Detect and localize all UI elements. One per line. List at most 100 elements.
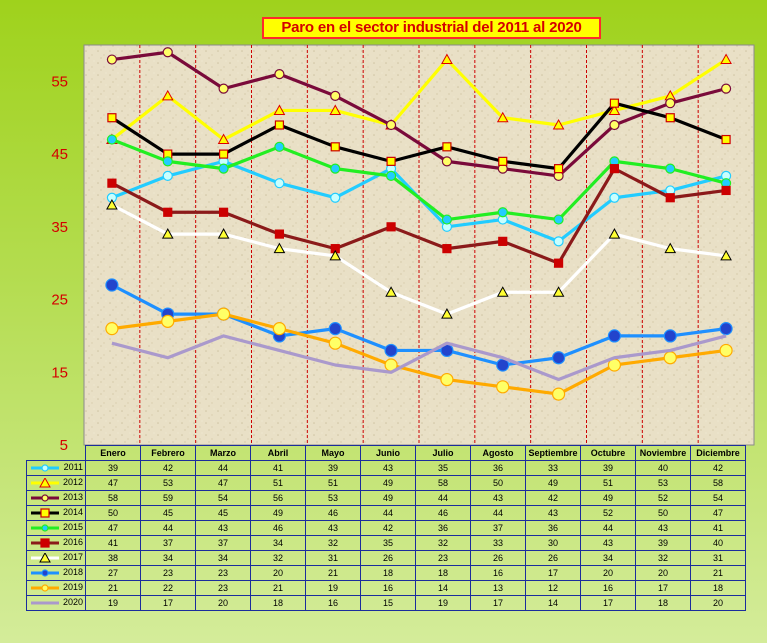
table-cell-value: 36 bbox=[470, 460, 526, 476]
table-cell-value: 43 bbox=[525, 505, 581, 521]
series-line bbox=[111, 312, 727, 396]
data-point-marker bbox=[330, 192, 341, 203]
data-point-marker bbox=[720, 83, 732, 94]
data-point-marker bbox=[274, 68, 285, 80]
data-point-marker bbox=[496, 380, 510, 394]
table-cell-value: 13 bbox=[470, 580, 526, 596]
table-cell-value: 43 bbox=[195, 520, 251, 536]
data-point-marker bbox=[41, 584, 49, 592]
table-cell-value: 43 bbox=[470, 490, 526, 506]
table-cell-value: 19 bbox=[85, 595, 141, 611]
table-cell-value: 21 bbox=[690, 565, 746, 581]
data-point-marker bbox=[665, 98, 676, 109]
table-cell-value: 37 bbox=[140, 535, 196, 551]
data-point-marker bbox=[720, 53, 732, 65]
data-point-marker bbox=[607, 329, 622, 343]
data-point-marker bbox=[39, 478, 51, 488]
data-table: Enero Febrero Marzo Abril Mayo Junio Julio Agos… bbox=[26, 445, 746, 611]
table-cell-value: 47 bbox=[85, 475, 141, 491]
y-tick-label: 45 bbox=[51, 146, 68, 163]
legend-key: 2014 bbox=[26, 505, 86, 521]
data-point-marker bbox=[553, 164, 564, 174]
table-cell-value: 49 bbox=[525, 475, 581, 491]
data-point-marker bbox=[41, 569, 49, 577]
table-cell-value: 23 bbox=[415, 550, 471, 566]
table-cell-value: 44 bbox=[470, 505, 526, 521]
data-point-marker bbox=[106, 198, 118, 210]
data-point-marker bbox=[663, 351, 677, 365]
table-month-header: Diciembre bbox=[690, 445, 746, 461]
table-cell-value: 34 bbox=[195, 550, 251, 566]
data-point-marker bbox=[106, 134, 118, 145]
legend-swatch bbox=[31, 464, 59, 472]
legend-key: 2013 bbox=[26, 490, 86, 506]
data-point-marker bbox=[719, 343, 733, 358]
data-point-marker bbox=[552, 118, 565, 130]
table-cell-value: 43 bbox=[305, 520, 361, 536]
table-cell-value: 36 bbox=[415, 520, 471, 536]
table-cell-value: 21 bbox=[305, 565, 361, 581]
data-point-marker bbox=[162, 170, 173, 182]
table-cell-value: 35 bbox=[415, 460, 471, 476]
legend-label: 2014 bbox=[62, 507, 83, 517]
data-point-marker bbox=[272, 322, 287, 336]
data-point-marker bbox=[441, 308, 453, 319]
table-row: 2014 50 45 45 49 46 44 46 44 43 52 50 47 bbox=[26, 505, 746, 521]
data-point-marker bbox=[441, 214, 453, 225]
data-point-marker bbox=[161, 89, 174, 101]
series-line bbox=[111, 334, 727, 382]
table-month-header: Julio bbox=[415, 445, 471, 461]
table-cell-value: 53 bbox=[305, 490, 361, 506]
table-month-header: Septiembre bbox=[525, 445, 581, 461]
table-cell-value: 37 bbox=[470, 520, 526, 536]
table-cell-value: 44 bbox=[195, 460, 251, 476]
table-cell-value: 17 bbox=[635, 580, 691, 596]
table-cell-value: 40 bbox=[635, 460, 691, 476]
y-tick-label: 15 bbox=[51, 364, 68, 381]
table-cell-value: 47 bbox=[85, 520, 141, 536]
data-point-marker bbox=[330, 142, 340, 152]
data-point-marker bbox=[41, 464, 49, 472]
data-point-marker bbox=[441, 53, 453, 65]
table-cell-value: 54 bbox=[690, 490, 746, 506]
legend-key: 2018 bbox=[26, 565, 86, 581]
table-cell-value: 45 bbox=[140, 505, 196, 521]
legend-label: 2019 bbox=[62, 582, 83, 592]
legend-label: 2018 bbox=[62, 567, 83, 577]
table-month-header: Marzo bbox=[195, 445, 251, 461]
data-point-marker bbox=[442, 244, 452, 254]
legend-key: 2017 bbox=[26, 550, 86, 566]
table-cell-value: 52 bbox=[635, 490, 691, 506]
table-cell-value: 16 bbox=[580, 580, 636, 596]
table-cell-value: 44 bbox=[415, 490, 471, 506]
table-cell-value: 51 bbox=[305, 475, 361, 491]
data-point-marker bbox=[218, 207, 229, 217]
data-point-marker bbox=[498, 236, 508, 246]
data-point-marker bbox=[162, 47, 173, 58]
data-point-marker bbox=[273, 104, 286, 115]
table-cell-value: 49 bbox=[250, 505, 306, 521]
legend-key: 2012 bbox=[26, 475, 86, 491]
data-point-marker bbox=[330, 163, 341, 174]
data-point-marker bbox=[106, 54, 118, 65]
table-cell-value: 20 bbox=[635, 565, 691, 581]
table-cell-value: 18 bbox=[635, 595, 691, 611]
table-cell-value: 44 bbox=[580, 520, 636, 536]
table-cell-value: 59 bbox=[140, 490, 196, 506]
table-cell-value: 47 bbox=[690, 505, 746, 521]
legend-swatch bbox=[31, 569, 59, 577]
table-cell-value: 56 bbox=[250, 490, 306, 506]
table-row: 2011 39 42 44 41 39 43 35 36 33 39 40 42 bbox=[26, 460, 746, 476]
data-point-marker bbox=[216, 307, 231, 321]
table-cell-value: 36 bbox=[525, 520, 581, 536]
data-point-marker bbox=[609, 119, 620, 131]
table-row: 2015 47 44 43 46 43 42 36 37 36 44 43 41 bbox=[26, 520, 746, 536]
table-cell-value: 49 bbox=[360, 490, 416, 506]
table-month-header: Agosto bbox=[470, 445, 526, 461]
data-point-marker bbox=[274, 120, 285, 130]
data-point-marker bbox=[328, 322, 342, 336]
table-cell-value: 54 bbox=[195, 490, 251, 506]
data-point-marker bbox=[665, 193, 675, 203]
data-point-marker bbox=[440, 372, 454, 387]
table-row: 2012 47 53 47 51 51 49 58 50 49 51 53 58 bbox=[26, 475, 746, 491]
